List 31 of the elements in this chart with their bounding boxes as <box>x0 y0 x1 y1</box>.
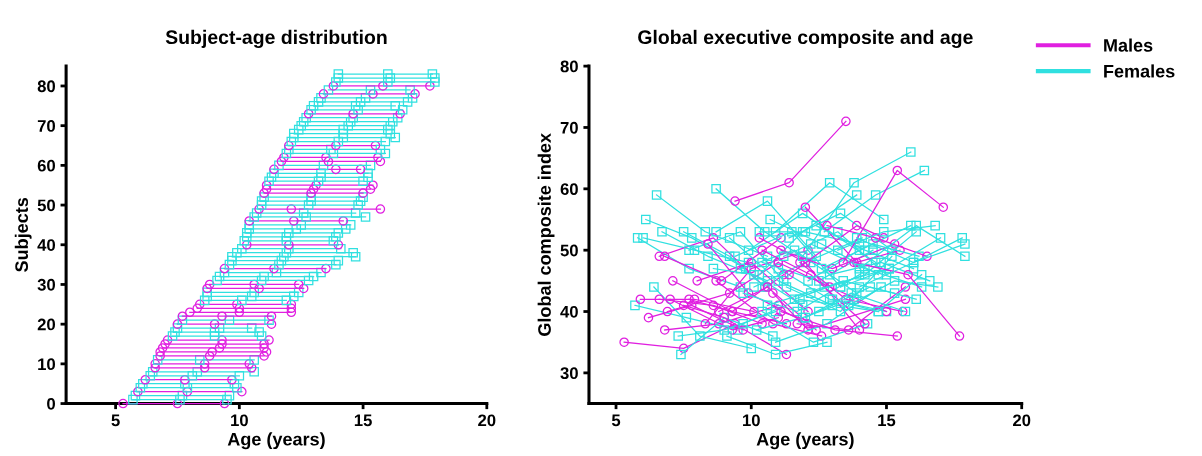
y-tick-label: 50 <box>560 244 578 257</box>
x-tick-label: 5 <box>111 414 120 427</box>
x-tick-label: 10 <box>743 414 760 427</box>
x-tick-label: 15 <box>878 414 896 427</box>
y-tick-label: 0 <box>47 397 56 410</box>
x-axis-title: Age (years) <box>227 432 325 450</box>
y-tick-label: 30 <box>560 367 578 380</box>
y-tick-label: 70 <box>560 121 578 134</box>
y-tick-label: 40 <box>37 239 56 251</box>
y-tick-label: 40 <box>560 305 578 318</box>
y-tick-label: 60 <box>37 159 56 172</box>
x-tick-label: 20 <box>1013 414 1031 427</box>
y-tick-label: 30 <box>37 278 56 291</box>
x-tick-label: 15 <box>354 414 372 427</box>
y-tick-label: 80 <box>560 60 578 73</box>
x-tick-label: 5 <box>611 414 621 427</box>
chart-title: Global executive composite and age <box>638 29 973 49</box>
legend-label: Males <box>1104 38 1153 52</box>
x-tick-label: 20 <box>478 414 496 427</box>
y-tick-label: 20 <box>37 318 56 331</box>
y-tick-label: 50 <box>37 199 56 212</box>
y-tick-label: 80 <box>37 80 56 93</box>
x-tick-label: 10 <box>231 414 248 427</box>
y-axis-title: Subjects <box>14 197 32 272</box>
legend-label: Females <box>1104 64 1175 78</box>
y-axis-title: Global composite index <box>537 133 555 336</box>
y-tick-label: 60 <box>560 183 578 196</box>
y-tick-label: 10 <box>38 358 56 371</box>
y-tick-label: 70 <box>37 120 56 132</box>
x-axis-title: Age (years) <box>756 432 854 450</box>
chart-title: Subject-age distribution <box>165 29 387 49</box>
